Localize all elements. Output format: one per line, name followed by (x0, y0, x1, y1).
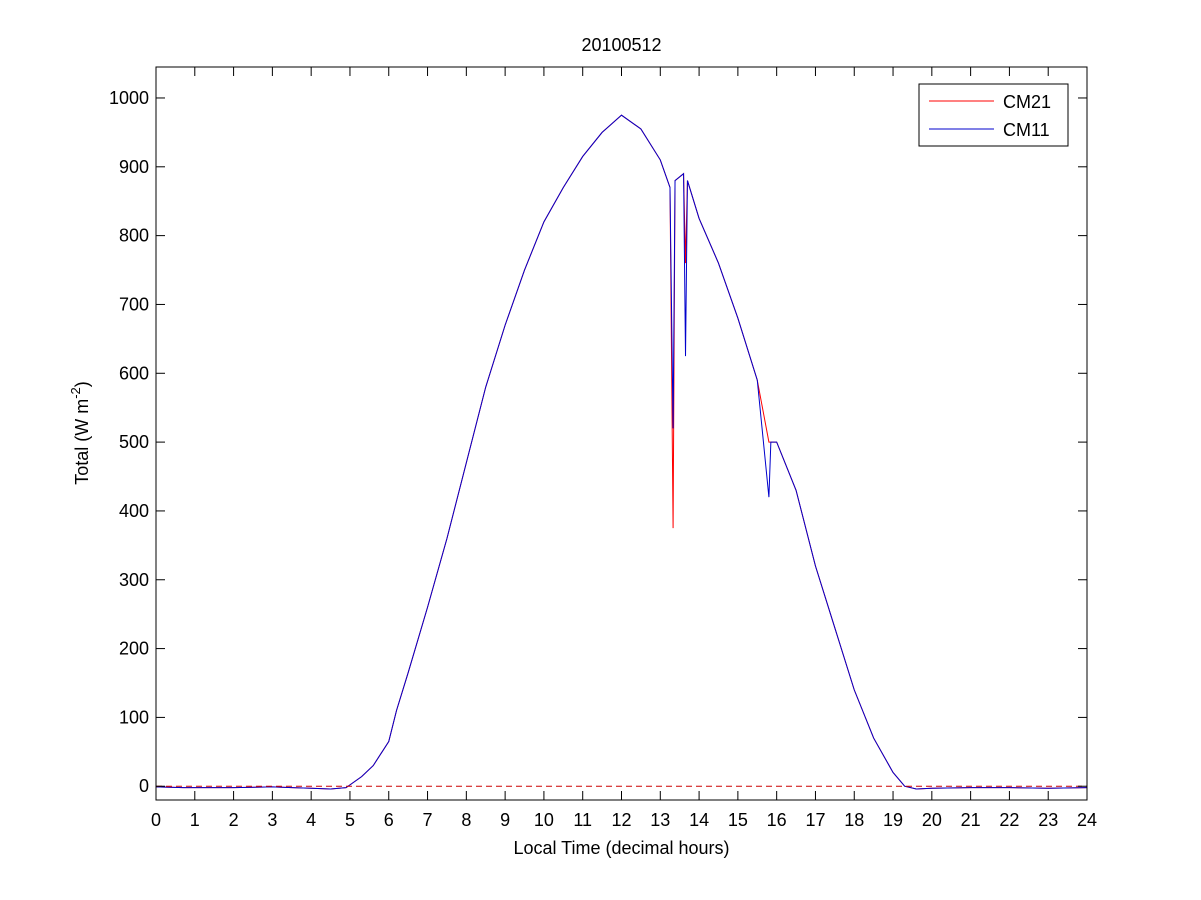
y-tick-label: 100 (119, 707, 149, 727)
x-tick-label: 4 (306, 810, 316, 830)
x-axis-label: Local Time (decimal hours) (513, 838, 729, 858)
x-tick-label: 5 (345, 810, 355, 830)
x-tick-label: 11 (573, 810, 592, 830)
x-tick-label: 18 (844, 810, 864, 830)
y-tick-label: 700 (119, 294, 149, 314)
y-tick-label: 1000 (109, 88, 149, 108)
series-line-cm11 (155, 114, 1088, 790)
x-tick-label: 19 (883, 810, 903, 830)
x-tick-label: 14 (689, 810, 709, 830)
x-tick-label: 7 (423, 810, 433, 830)
x-tick-label: 10 (534, 810, 554, 830)
x-axis-ticks: 0 1 2 3 4 5 6 7 8 9 10 11 12 13 14 15 16 17 18 19 20 21 22 23 24 (151, 67, 1097, 830)
x-tick-label: 20 (922, 810, 942, 830)
x-tick-label: 9 (500, 810, 510, 830)
x-tick-label: 21 (961, 810, 981, 830)
y-axis-label-close: ) (72, 381, 92, 387)
y-tick-label: 300 (119, 570, 149, 590)
y-tick-label: 500 (119, 432, 149, 452)
series-group (155, 114, 1088, 790)
y-tick-label: 400 (119, 501, 149, 521)
x-tick-label: 2 (229, 810, 239, 830)
x-tick-label: 16 (767, 810, 787, 830)
y-tick-label: 600 (119, 363, 149, 383)
x-tick-label: 8 (461, 810, 471, 830)
x-tick-label: 13 (650, 810, 670, 830)
y-axis-label-superscript: -2 (68, 387, 83, 399)
y-axis-label-main: Total (W m (72, 399, 92, 485)
x-tick-label: 22 (999, 810, 1019, 830)
x-tick-label: 0 (151, 810, 161, 830)
x-tick-label: 23 (1038, 810, 1058, 830)
x-tick-label: 24 (1077, 810, 1097, 830)
y-axis-ticks: 0 100 200 300 400 500 600 700 800 900 1000 (109, 88, 1087, 796)
legend-label-cm11: CM11 (1003, 120, 1050, 140)
chart-title: 20100512 (581, 35, 661, 55)
x-tick-label: 1 (190, 810, 200, 830)
x-tick-label: 12 (611, 810, 631, 830)
plot-area (156, 67, 1087, 800)
legend-box (918, 83, 1069, 147)
legend-label-cm21: CM21 (1003, 92, 1051, 112)
x-tick-label: 6 (384, 810, 394, 830)
y-tick-label: 200 (119, 639, 149, 659)
x-tick-label: 15 (728, 810, 748, 830)
y-tick-label: 900 (119, 157, 149, 177)
legend: CM21 CM11 (918, 83, 1069, 147)
y-axis-label: Total (W m-2) (68, 381, 92, 485)
x-tick-label: 3 (267, 810, 277, 830)
y-tick-label: 0 (139, 776, 149, 796)
y-tick-label: 800 (119, 226, 149, 246)
x-tick-label: 17 (805, 810, 825, 830)
